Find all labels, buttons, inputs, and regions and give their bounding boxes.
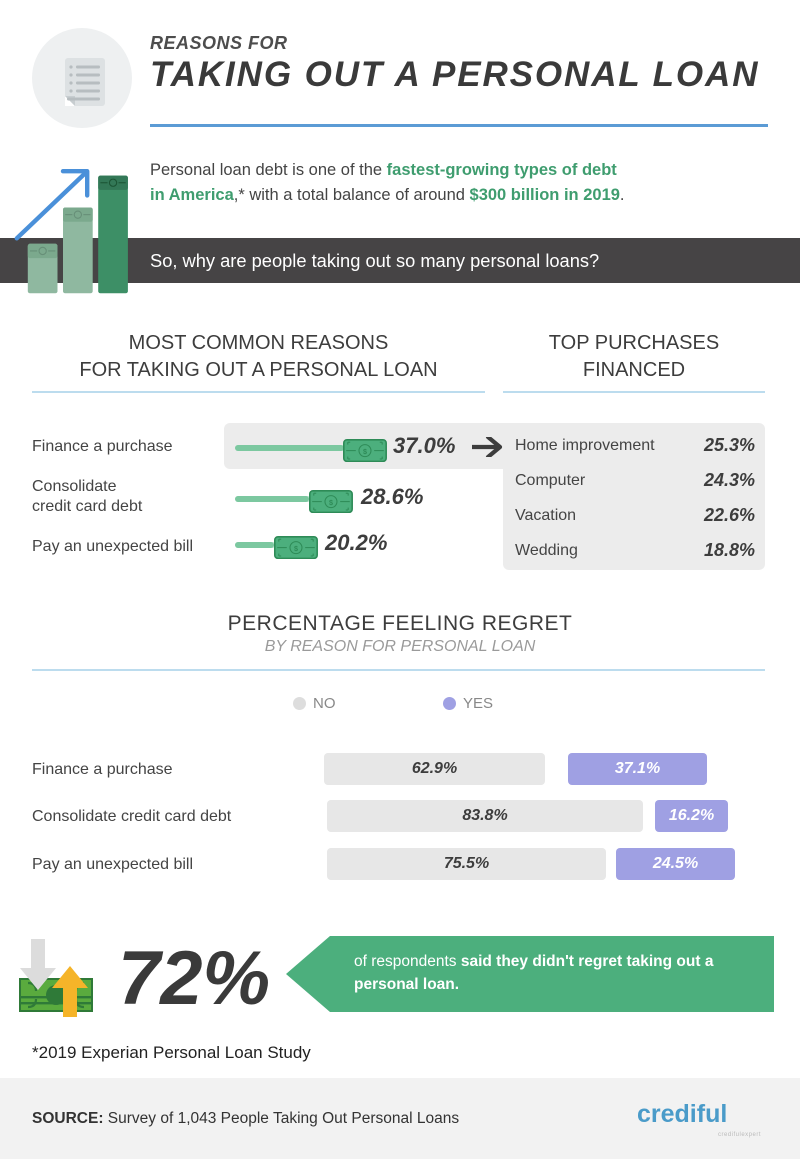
- svg-text:crediful: crediful: [637, 1100, 727, 1128]
